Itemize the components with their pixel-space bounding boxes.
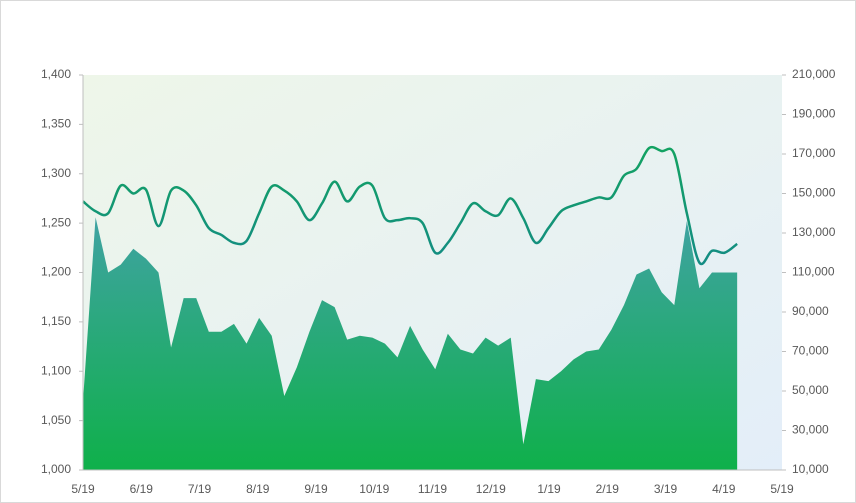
x-tick-label: 11/19: [418, 482, 447, 496]
x-tick-label: 4/19: [712, 482, 736, 496]
x-tick-label: 2/19: [596, 482, 620, 496]
y2-tick-label: 90,000: [792, 304, 829, 318]
y2-tick-label: 10,000: [792, 462, 829, 476]
y2-tick-label: 190,000: [792, 107, 836, 121]
x-tick-label: 5/19: [71, 482, 95, 496]
y-tick-label: 1,200: [41, 265, 71, 279]
line: [82, 145, 738, 266]
area: [83, 217, 738, 470]
y-tick-label: 1,250: [41, 215, 71, 229]
y-tick-label: 1,100: [41, 363, 71, 377]
x-tick-label: 3/19: [654, 482, 678, 496]
x-tick-label: 10/19: [359, 482, 389, 496]
y-tick-label: 1,300: [41, 166, 71, 180]
y2-tick-label: 170,000: [792, 146, 836, 160]
x-tick-label: 8/19: [246, 482, 270, 496]
y2-tick-label: 150,000: [792, 186, 836, 200]
x-tick-label: 6/19: [130, 482, 154, 496]
y-tick-label: 1,000: [41, 462, 71, 476]
y-tick-label: 1,350: [41, 117, 71, 131]
x-tick-label: 5/19: [770, 482, 794, 496]
y2-tick-label: 110,000: [792, 265, 835, 279]
y2-tick-label: 210,000: [792, 67, 836, 81]
x-tick-label: 7/19: [188, 482, 212, 496]
x-tick-label: 9/19: [304, 482, 328, 496]
y-tick-label: 1,050: [41, 413, 71, 427]
y2-tick-label: 50,000: [792, 383, 829, 397]
y-tick-label: 1,400: [41, 67, 71, 81]
y2-tick-label: 130,000: [792, 225, 836, 239]
x-tick-label: 1/19: [537, 482, 561, 496]
y2-tick-label: 70,000: [792, 344, 829, 358]
y-tick-label: 1,150: [41, 314, 71, 328]
y2-tick-label: 30,000: [792, 423, 829, 437]
x-tick-label: 12/19: [476, 482, 506, 496]
